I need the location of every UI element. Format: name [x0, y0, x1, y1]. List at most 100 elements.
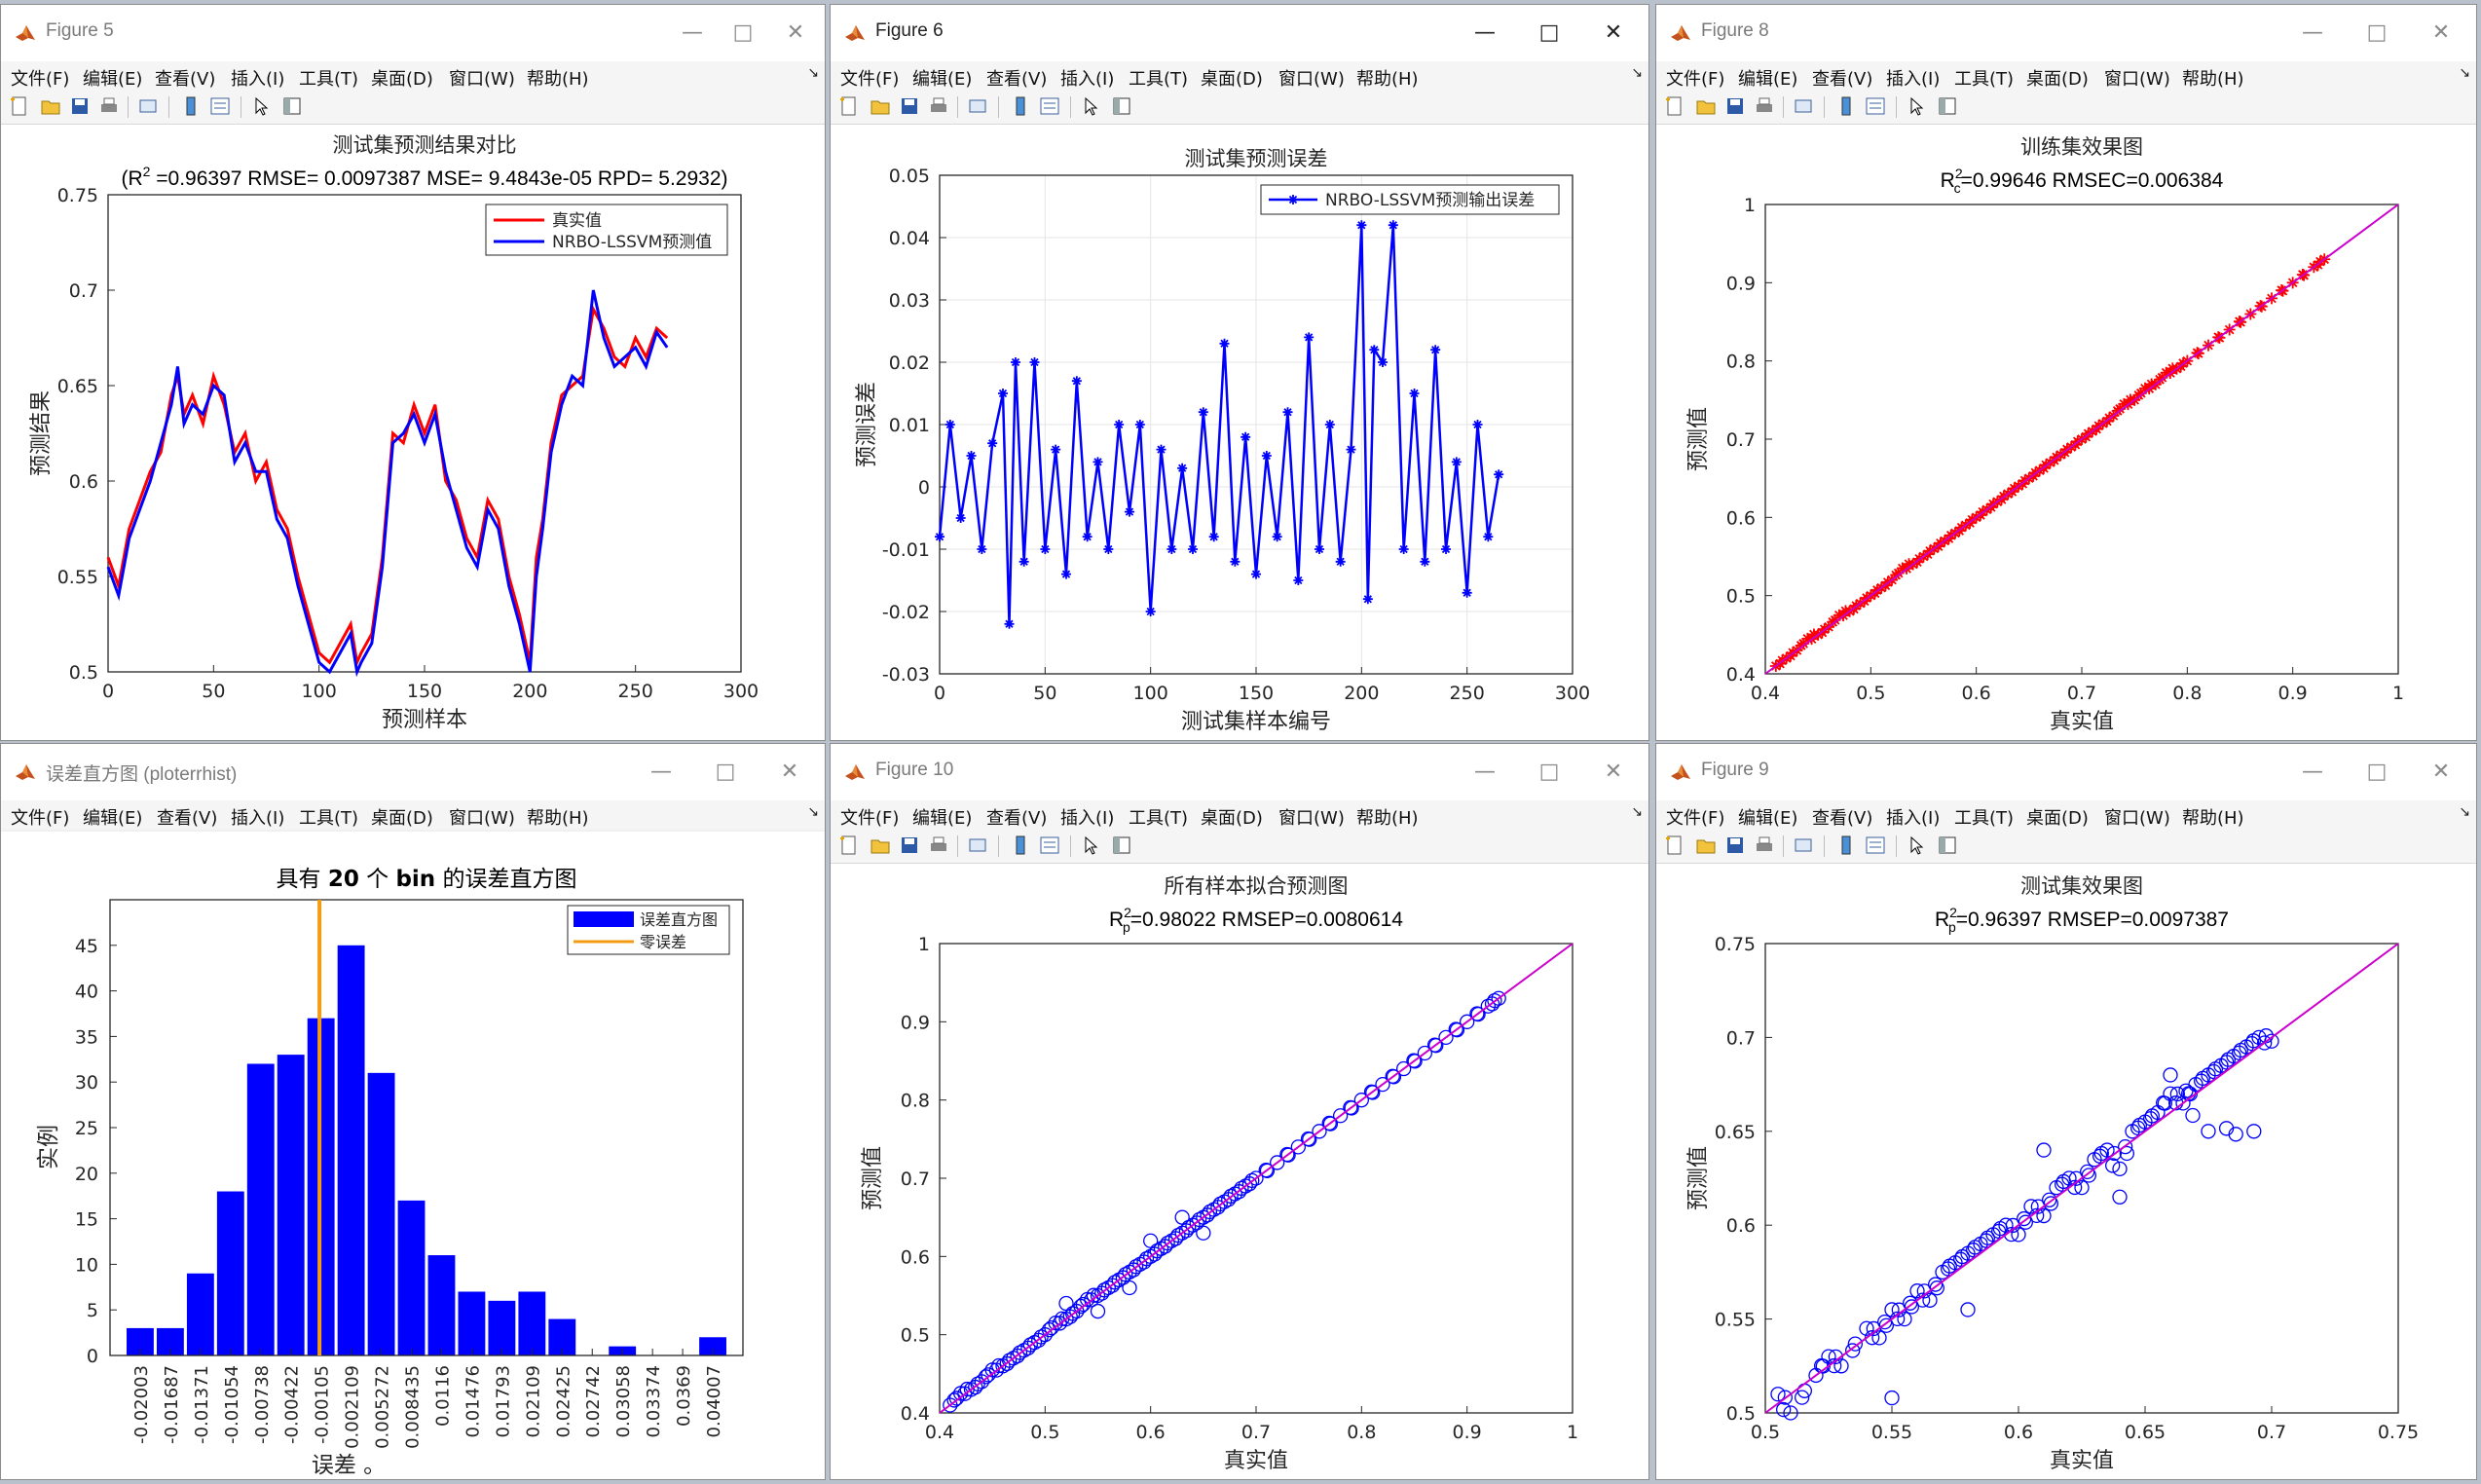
figure10-titlebar[interactable]: Figure 10 — □ ✕: [831, 744, 1648, 801]
colorbar-icon[interactable]: [1835, 95, 1857, 117]
close-icon[interactable]: ✕: [2431, 20, 2451, 45]
open-file-icon[interactable]: [870, 835, 891, 856]
menu-tools[interactable]: 工具(T): [1954, 69, 2015, 90]
menu-help[interactable]: 帮助(H): [527, 69, 589, 90]
menu-view[interactable]: 查看(V): [1812, 808, 1873, 829]
print-icon[interactable]: [1754, 835, 1775, 856]
open-file-icon[interactable]: [1695, 95, 1717, 117]
figure5-titlebar[interactable]: Figure 5 — □ ✕: [1, 5, 825, 62]
link-plot-icon[interactable]: [137, 95, 159, 117]
menu-file[interactable]: 文件(F): [11, 69, 70, 90]
print-icon[interactable]: [928, 835, 949, 856]
menu-edit[interactable]: 编辑(E): [912, 808, 973, 829]
colorbar-icon[interactable]: [1010, 835, 1031, 856]
link-plot-icon[interactable]: [1793, 95, 1814, 117]
save-icon[interactable]: [899, 95, 920, 117]
menu-help[interactable]: 帮助(H): [527, 808, 589, 829]
colorbar-icon[interactable]: [180, 95, 202, 117]
pointer-icon[interactable]: [1906, 95, 1927, 117]
menu-help[interactable]: 帮助(H): [1356, 808, 1419, 829]
colorbar-icon[interactable]: [1010, 95, 1031, 117]
menu-help[interactable]: 帮助(H): [2182, 808, 2244, 829]
histogram-titlebar[interactable]: 误差直方图 (ploterrhist) — □ ✕: [1, 744, 825, 801]
maximize-icon[interactable]: □: [2366, 760, 2388, 784]
menu-insert[interactable]: 插入(I): [1060, 808, 1115, 829]
menu-edit[interactable]: 编辑(E): [1738, 808, 1798, 829]
menu-overflow-icon[interactable]: ↘: [1631, 65, 1643, 81]
menu-insert[interactable]: 插入(I): [1886, 808, 1941, 829]
menu-desktop[interactable]: 桌面(D): [371, 808, 433, 829]
minimize-icon[interactable]: —: [2302, 20, 2323, 45]
menu-window[interactable]: 窗口(W): [449, 808, 515, 829]
close-icon[interactable]: ✕: [786, 20, 805, 45]
menu-help[interactable]: 帮助(H): [2182, 69, 2244, 90]
open-file-icon[interactable]: [40, 95, 61, 117]
menu-desktop[interactable]: 桌面(D): [1201, 69, 1263, 90]
menu-overflow-icon[interactable]: ↘: [807, 65, 819, 81]
menu-tools[interactable]: 工具(T): [299, 69, 359, 90]
figure9-titlebar[interactable]: Figure 9 — □ ✕: [1656, 744, 2476, 801]
menu-file[interactable]: 文件(F): [840, 69, 900, 90]
menu-insert[interactable]: 插入(I): [231, 69, 285, 90]
minimize-icon[interactable]: —: [1474, 20, 1496, 45]
menu-insert[interactable]: 插入(I): [1886, 69, 1941, 90]
property-editor-icon[interactable]: [1937, 95, 1958, 117]
menu-edit[interactable]: 编辑(E): [912, 69, 973, 90]
pointer-icon[interactable]: [250, 95, 272, 117]
minimize-icon[interactable]: —: [650, 760, 672, 784]
save-icon[interactable]: [1724, 835, 1746, 856]
menu-view[interactable]: 查看(V): [986, 69, 1048, 90]
menu-tools[interactable]: 工具(T): [1954, 808, 2015, 829]
menu-edit[interactable]: 编辑(E): [83, 808, 143, 829]
maximize-icon[interactable]: □: [732, 20, 754, 45]
new-figure-icon[interactable]: [1664, 95, 1685, 117]
menu-window[interactable]: 窗口(W): [1278, 69, 1345, 90]
menu-file[interactable]: 文件(F): [11, 808, 70, 829]
print-icon[interactable]: [1754, 95, 1775, 117]
menu-desktop[interactable]: 桌面(D): [371, 69, 433, 90]
open-file-icon[interactable]: [870, 95, 891, 117]
menu-file[interactable]: 文件(F): [840, 808, 900, 829]
legend-icon[interactable]: [1039, 95, 1060, 117]
new-figure-icon[interactable]: [838, 835, 860, 856]
minimize-icon[interactable]: —: [2302, 760, 2323, 784]
minimize-icon[interactable]: —: [682, 20, 703, 45]
new-figure-icon[interactable]: [9, 95, 30, 117]
menu-file[interactable]: 文件(F): [1666, 69, 1725, 90]
legend-icon[interactable]: [1865, 835, 1886, 856]
close-icon[interactable]: ✕: [1604, 20, 1623, 45]
menu-desktop[interactable]: 桌面(D): [2026, 69, 2089, 90]
menu-window[interactable]: 窗口(W): [2104, 69, 2170, 90]
new-figure-icon[interactable]: [838, 95, 860, 117]
link-plot-icon[interactable]: [967, 835, 988, 856]
property-editor-icon[interactable]: [1937, 835, 1958, 856]
menu-overflow-icon[interactable]: ↘: [1631, 804, 1643, 820]
menu-help[interactable]: 帮助(H): [1356, 69, 1419, 90]
close-icon[interactable]: ✕: [780, 760, 799, 784]
legend-icon[interactable]: [1865, 95, 1886, 117]
menu-view[interactable]: 查看(V): [157, 808, 218, 829]
maximize-icon[interactable]: □: [715, 760, 736, 784]
property-editor-icon[interactable]: [1111, 95, 1132, 117]
menu-overflow-icon[interactable]: ↘: [807, 804, 819, 820]
pointer-icon[interactable]: [1080, 835, 1101, 856]
menu-view[interactable]: 查看(V): [155, 69, 216, 90]
legend-icon[interactable]: [209, 95, 231, 117]
figure8-titlebar[interactable]: Figure 8 — □ ✕: [1656, 5, 2476, 62]
open-file-icon[interactable]: [1695, 835, 1717, 856]
pointer-icon[interactable]: [1906, 835, 1927, 856]
menu-insert[interactable]: 插入(I): [1060, 69, 1115, 90]
menu-edit[interactable]: 编辑(E): [83, 69, 143, 90]
property-editor-icon[interactable]: [281, 95, 303, 117]
minimize-icon[interactable]: —: [1474, 760, 1496, 784]
link-plot-icon[interactable]: [967, 95, 988, 117]
new-figure-icon[interactable]: [1664, 835, 1685, 856]
print-icon[interactable]: [928, 95, 949, 117]
menu-tools[interactable]: 工具(T): [299, 808, 359, 829]
link-plot-icon[interactable]: [1793, 835, 1814, 856]
menu-tools[interactable]: 工具(T): [1129, 69, 1189, 90]
menu-view[interactable]: 查看(V): [1812, 69, 1873, 90]
menu-window[interactable]: 窗口(W): [1278, 808, 1345, 829]
menu-tools[interactable]: 工具(T): [1129, 808, 1189, 829]
pointer-icon[interactable]: [1080, 95, 1101, 117]
